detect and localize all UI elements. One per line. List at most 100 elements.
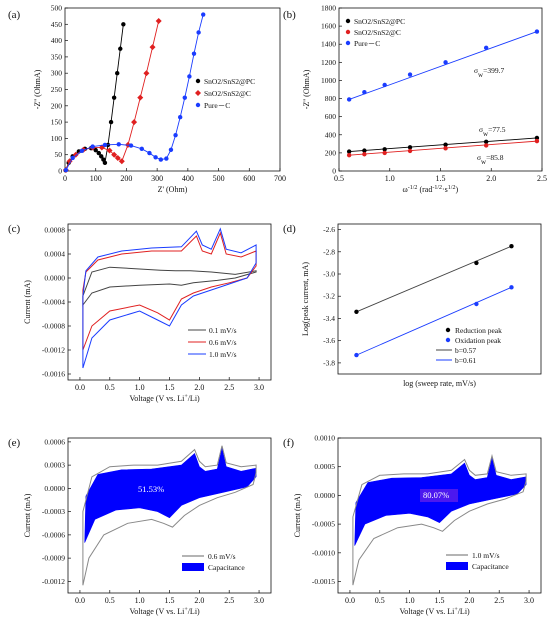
data-point <box>128 143 134 148</box>
cv-curve <box>82 231 257 351</box>
data-point <box>346 152 352 158</box>
data-point <box>79 148 85 153</box>
series <box>63 22 126 173</box>
legend: SnO2/SnS2@PC SnO2/SnS2@C Pure－C <box>195 77 255 110</box>
data-point <box>483 139 489 145</box>
y-tick-label: -0.0012 <box>42 577 65 586</box>
data-point <box>196 30 201 35</box>
series <box>346 138 540 158</box>
data-point <box>63 167 69 173</box>
legend: SnO2/SnS2@PC SnO2/SnS2@C Pure－C <box>345 17 405 48</box>
data-point <box>114 154 121 161</box>
legend-entry: 0.6 mV/s <box>208 552 236 561</box>
y-tick-label: 0.0010 <box>314 434 335 443</box>
cv-curve <box>352 453 527 586</box>
data-point <box>195 102 201 108</box>
y-tick-label: 0 <box>332 167 336 176</box>
data-point <box>534 138 540 144</box>
y-tick-label: 250 <box>51 85 63 94</box>
legend-entry: 1.0 mV/s <box>209 350 237 359</box>
data-point <box>187 74 192 79</box>
y-tick-label: 600 <box>325 112 337 121</box>
data-point <box>70 155 75 161</box>
y-tick-label: -0.0009 <box>42 554 65 563</box>
legend-entry: Oxidation peak <box>455 336 501 345</box>
data-point <box>509 244 514 249</box>
y-tick-label: 400 <box>325 130 337 139</box>
panel-e: (e) 0.0 0.5 1.0 1.5 2.0 2.5 3.0 -0.0012 -0.0009 -0… <box>8 437 272 616</box>
x-tick-label: 1.5 <box>435 596 445 605</box>
x-tick-label: 1.5 <box>165 383 175 392</box>
y-tick-label: 200 <box>325 148 337 157</box>
legend-entry: SnO2/SnS2@C <box>354 28 401 37</box>
x-tick-label: 3.0 <box>254 596 264 605</box>
data-point <box>362 148 367 153</box>
legend-entry: b=0.57 <box>455 346 476 355</box>
x-tick-label: 0 <box>63 174 67 183</box>
y-axis-label: -Z'' (OhmA) <box>33 69 42 109</box>
data-point <box>143 70 150 77</box>
data-point <box>483 143 489 148</box>
data-point <box>445 327 451 333</box>
series-line <box>65 20 160 171</box>
y-tick-label: -0.0015 <box>312 577 335 586</box>
y-tick-label: 1800 <box>321 4 336 13</box>
legend-entry: SnO2/SnS2@PC <box>354 17 405 26</box>
x-tick-label: 2.5 <box>537 174 547 183</box>
cv-curve <box>82 227 257 369</box>
panel-letter: (d) <box>283 223 296 235</box>
y-tick-label: -3.2 <box>323 292 335 301</box>
data-point <box>137 94 144 101</box>
data-point <box>191 51 197 56</box>
legend: 0.1 mV/s 0.6 mV/s 1.0 mV/s <box>188 326 237 359</box>
data-point <box>66 158 73 165</box>
y-axis-label: Current (mA) <box>293 493 302 537</box>
data-point <box>99 154 104 159</box>
percent-box <box>420 489 458 502</box>
x-tick-label: 0.0 <box>75 383 85 392</box>
fit-line <box>356 286 512 356</box>
fit-line <box>349 137 537 152</box>
x-tick-label: 0.5 <box>105 383 115 392</box>
data-point <box>354 352 359 358</box>
data-point <box>116 142 121 147</box>
x-tick-label: 2.0 <box>486 174 496 183</box>
y-tick-label: 0.0005 <box>314 462 335 471</box>
data-point <box>93 147 98 153</box>
y-tick-label: 0.0008 <box>44 226 65 235</box>
legend-entry: Pure－C <box>204 101 230 110</box>
x-tick-label: 700 <box>274 174 286 183</box>
legend: 1.0 mV/s Capacitance <box>446 551 509 571</box>
data-point <box>474 260 479 266</box>
x-tick-label: 2.0 <box>194 383 204 392</box>
data-point <box>155 18 162 25</box>
series <box>354 244 514 314</box>
legend: 0.6 mV/s Capacitance <box>182 552 245 572</box>
data-point <box>474 301 479 307</box>
y-tick-label: 0 <box>58 167 62 176</box>
data-point <box>407 72 413 77</box>
capacitance-percent: 51.53% <box>138 484 164 494</box>
panel-letter: (b) <box>283 9 296 21</box>
data-point <box>111 151 118 158</box>
x-tick-label: 2.0 <box>194 596 204 605</box>
data-point <box>407 148 413 154</box>
y-tick-label: 100 <box>51 134 63 143</box>
data-point <box>534 135 540 141</box>
x-tick-label: 2.5 <box>494 596 504 605</box>
x-tick-label: 2.5 <box>224 383 234 392</box>
panel-d: (d) -3.8 -3.6 -3.4 -3.2 -3.0 -2.8 -2.6 Log(peak … <box>283 223 542 388</box>
x-tick-label: 1.5 <box>165 596 175 605</box>
y-tick-label: -0.0005 <box>312 520 335 529</box>
data-point <box>131 119 138 126</box>
y-tick-label: -3.8 <box>323 358 335 367</box>
data-point <box>90 144 95 149</box>
panel-f: (f) 0.0 0.5 1.0 1.5 2.0 2.5 3.0 -0.0015 -0.0010 -0… <box>283 434 542 616</box>
data-point <box>96 150 101 156</box>
cv-curve <box>82 445 257 586</box>
series <box>354 285 514 358</box>
y-tick-label: 0.0003 <box>44 461 65 470</box>
x-tick-label: 0.5 <box>375 596 385 605</box>
y-tick-label: -0.0004 <box>42 298 65 307</box>
x-tick-label: 0.0 <box>75 596 85 605</box>
